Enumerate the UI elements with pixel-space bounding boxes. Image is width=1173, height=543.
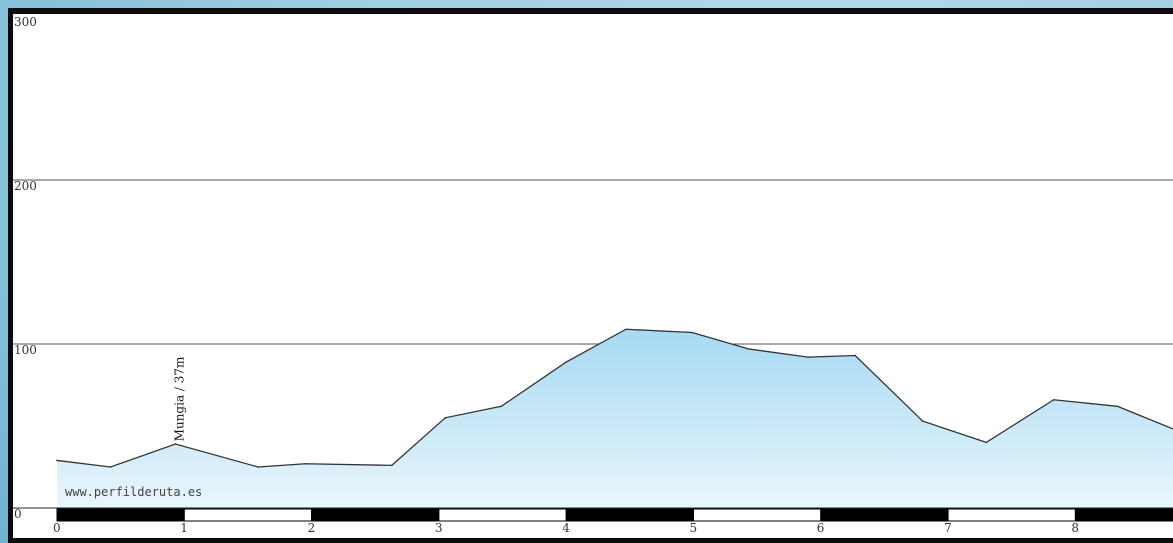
scale-segment-5	[693, 508, 822, 522]
x-tick-label-0: 0	[53, 521, 61, 535]
data-point	[1116, 405, 1119, 408]
data-point	[747, 348, 750, 350]
area-fill	[57, 329, 1173, 508]
x-tick-label-1: 1	[180, 521, 188, 535]
data-point	[1052, 398, 1055, 401]
scale-segment-6	[820, 508, 949, 522]
y-tick-labels: 0 100 200 300	[14, 15, 37, 521]
annotations: Mungia / 37m	[172, 356, 186, 441]
x-tick-label-7: 7	[944, 521, 952, 535]
elevation-area	[56, 328, 1173, 508]
scale-segment-7	[947, 508, 1076, 522]
y-tick-label-0: 0	[14, 507, 22, 521]
data-point	[691, 331, 694, 334]
watermark-text: www.perfilderuta.es	[65, 485, 202, 499]
distance-scale-bar	[13, 507, 1173, 522]
scale-segment-1	[183, 508, 313, 522]
x-tick-label-3: 3	[435, 521, 443, 535]
data-point	[565, 361, 567, 363]
data-point	[109, 466, 112, 468]
x-tick-label-5: 5	[690, 521, 698, 535]
annotation-label-0: Mungia / 37m	[172, 356, 186, 441]
data-point	[807, 356, 809, 358]
y-tick-label-100: 100	[14, 343, 37, 357]
x-tick-label-6: 6	[817, 521, 825, 535]
data-point	[304, 462, 307, 465]
y-tick-label-200: 200	[14, 179, 37, 193]
scale-segment-3	[438, 508, 567, 522]
x-tick-label-4: 4	[562, 521, 570, 535]
data-point	[174, 443, 177, 445]
data-point	[921, 420, 924, 422]
scale-segment-0	[56, 508, 185, 522]
data-point	[985, 441, 988, 444]
x-tick-labels: 0 1 2 3 4 5 6 7 8	[53, 521, 1079, 535]
data-point	[500, 405, 503, 408]
x-tick-label-8: 8	[1071, 521, 1079, 535]
scale-segment-4	[565, 508, 695, 522]
grid-lines	[13, 179, 1173, 345]
data-point	[56, 459, 58, 462]
scale-segment-8	[1074, 508, 1173, 522]
scale-segment-2	[311, 508, 440, 522]
data-point	[444, 417, 447, 419]
y-tick-label-300: 300	[14, 15, 37, 29]
data-point	[854, 354, 856, 357]
data-point	[390, 464, 393, 467]
data-point	[257, 466, 259, 468]
data-point	[625, 328, 627, 331]
x-tick-label-2: 2	[308, 521, 316, 535]
